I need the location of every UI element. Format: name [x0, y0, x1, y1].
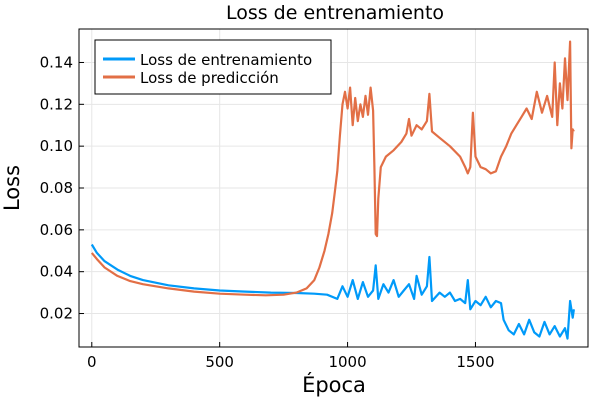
y-tick-label: 0.06: [40, 221, 73, 239]
legend-label-pred: Loss de predicción: [140, 69, 279, 87]
plot-lines: [90, 40, 575, 340]
y-tick-label: 0.14: [40, 53, 73, 71]
x-axis-label: Época: [302, 372, 366, 397]
y-tick-label: 0.02: [40, 305, 73, 323]
y-tick-label: 0.04: [40, 263, 73, 281]
series-line-train: [90, 243, 575, 340]
x-tick-label: 500: [205, 353, 234, 371]
legend: Loss de entrenamiento Loss de predicción: [94, 39, 332, 95]
legend-label-train: Loss de entrenamiento: [140, 51, 312, 69]
axis-ticks: 0 500 1000 1500 0.02 0.04 0.06 0.08 0.10 0.12 0.14: [40, 53, 495, 371]
legend-box: [94, 39, 332, 95]
x-tick-label: 1000: [328, 353, 366, 371]
x-tick-label: 0: [87, 353, 97, 371]
y-tick-label: 0.08: [40, 179, 73, 197]
y-tick-label: 0.12: [40, 95, 73, 113]
chart-title: Loss de entrenamiento: [226, 2, 444, 24]
y-tick-label: 0.10: [40, 137, 73, 155]
x-tick-label: 1500: [456, 353, 494, 371]
series-line-pred: [90, 40, 575, 297]
y-axis-label: Loss: [0, 165, 24, 211]
